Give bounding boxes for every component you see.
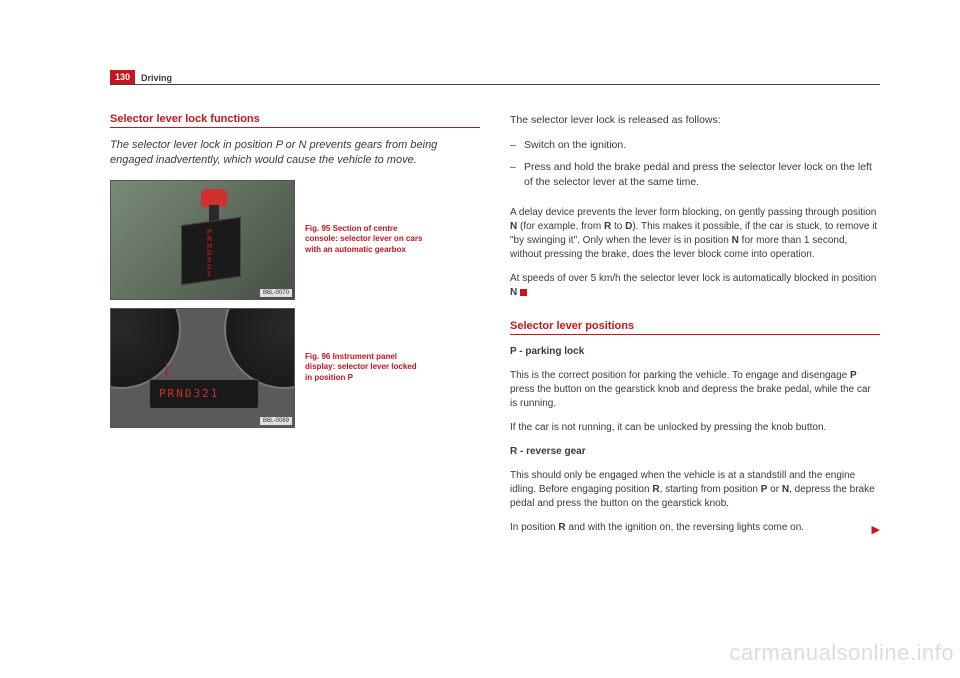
intro-text: The selector lever lock in position P or… bbox=[110, 138, 480, 168]
figure-95-ref: B6L-0070 bbox=[260, 289, 292, 297]
figure-96-caption: Fig. 96 Instrument panel display: select… bbox=[305, 352, 425, 383]
letter-p: P bbox=[850, 370, 857, 381]
page-content: 130 Driving Selector lever lock function… bbox=[110, 70, 880, 538]
text: or bbox=[767, 484, 781, 495]
letter-n: N bbox=[510, 287, 517, 298]
right-column: The selector lever lock is released as f… bbox=[510, 113, 880, 538]
arrow-down-icon: ↓ bbox=[161, 357, 172, 379]
p-heading: P - parking lock bbox=[510, 345, 880, 359]
gear-letters: P R N D 3 2 1 bbox=[207, 228, 212, 278]
text: At speeds of over 5 km/h the selector le… bbox=[510, 273, 876, 284]
text: , starting from position bbox=[660, 484, 761, 495]
text: A delay device prevents the lever form b… bbox=[510, 207, 876, 218]
figure-96-image: ↓ PRND321 B6L-0069 bbox=[110, 308, 295, 428]
bullet-brake: Press and hold the brake pedal and press… bbox=[510, 160, 880, 189]
r-paragraph: This should only be engaged when the veh… bbox=[510, 469, 880, 511]
columns: Selector lever lock functions The select… bbox=[110, 113, 880, 538]
letter-r: R bbox=[558, 522, 565, 533]
figure-96-row: ↓ PRND321 B6L-0069 Fig. 96 Instrument pa… bbox=[110, 308, 480, 428]
end-square-icon bbox=[520, 289, 527, 296]
r-paragraph-2: In position R and with the ignition on, … bbox=[510, 521, 880, 535]
page-header: 130 Driving bbox=[110, 70, 880, 85]
text: and with the ignition on, the reversing … bbox=[566, 522, 804, 533]
letter-n: N bbox=[782, 484, 789, 495]
text: In position bbox=[510, 522, 558, 533]
display-readout: PRND321 bbox=[159, 387, 219, 400]
text: press the button on the gearstick knob a… bbox=[510, 384, 871, 409]
watermark: carmanualsonline.info bbox=[729, 640, 954, 666]
r-heading: R - reverse gear bbox=[510, 445, 880, 459]
text: to bbox=[611, 221, 625, 232]
delay-paragraph: A delay device prevents the lever form b… bbox=[510, 206, 880, 262]
heading-selector-lock: Selector lever lock functions bbox=[110, 113, 480, 128]
p-paragraph: This is the correct position for parking… bbox=[510, 369, 880, 411]
text: (for example, from bbox=[517, 221, 604, 232]
figure-95-row: P R N D 3 2 1 B6L-0070 Fig. 95 Section o… bbox=[110, 180, 480, 300]
figure-95-caption: Fig. 95 Section of centre console: selec… bbox=[305, 224, 425, 255]
letter-n: N bbox=[732, 235, 739, 246]
speed-paragraph: At speeds of over 5 km/h the selector le… bbox=[510, 272, 880, 300]
continue-arrow-icon: ▶ bbox=[872, 523, 880, 538]
p-paragraph-2: If the car is not running, it can be unl… bbox=[510, 421, 880, 435]
figure-95-image: P R N D 3 2 1 B6L-0070 bbox=[110, 180, 295, 300]
bullet-ignition: Switch on the ignition. bbox=[510, 138, 880, 153]
text: This is the correct position for parking… bbox=[510, 370, 850, 381]
section-name: Driving bbox=[141, 73, 172, 84]
letter-r: R bbox=[652, 484, 659, 495]
figure-96-ref: B6L-0069 bbox=[260, 417, 292, 425]
heading-positions: Selector lever positions bbox=[510, 320, 880, 335]
dial-right-icon bbox=[224, 308, 295, 389]
page-number: 130 bbox=[110, 70, 135, 84]
left-column: Selector lever lock functions The select… bbox=[110, 113, 480, 538]
release-lead: The selector lever lock is released as f… bbox=[510, 113, 880, 128]
